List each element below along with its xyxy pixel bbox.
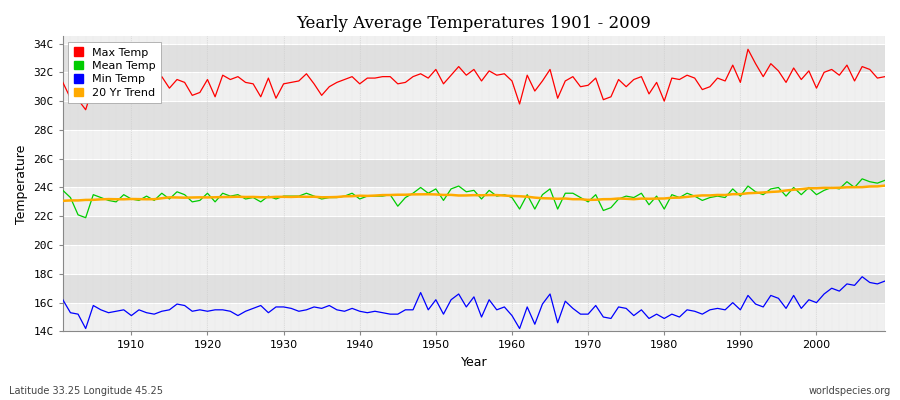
Legend: Max Temp, Mean Temp, Min Temp, 20 Yr Trend: Max Temp, Mean Temp, Min Temp, 20 Yr Tre… [68,42,161,104]
Bar [63,72,885,101]
Bar [63,159,885,188]
Bar [63,274,885,303]
Bar [63,44,885,72]
Bar [63,188,885,216]
Text: worldspecies.org: worldspecies.org [809,386,891,396]
X-axis label: Year: Year [461,356,487,369]
Text: Latitude 33.25 Longitude 45.25: Latitude 33.25 Longitude 45.25 [9,386,163,396]
Title: Yearly Average Temperatures 1901 - 2009: Yearly Average Temperatures 1901 - 2009 [296,15,652,32]
Bar [63,245,885,274]
Bar [63,130,885,159]
Bar [63,303,885,332]
Bar [63,216,885,245]
Bar [63,101,885,130]
Y-axis label: Temperature: Temperature [15,144,28,224]
